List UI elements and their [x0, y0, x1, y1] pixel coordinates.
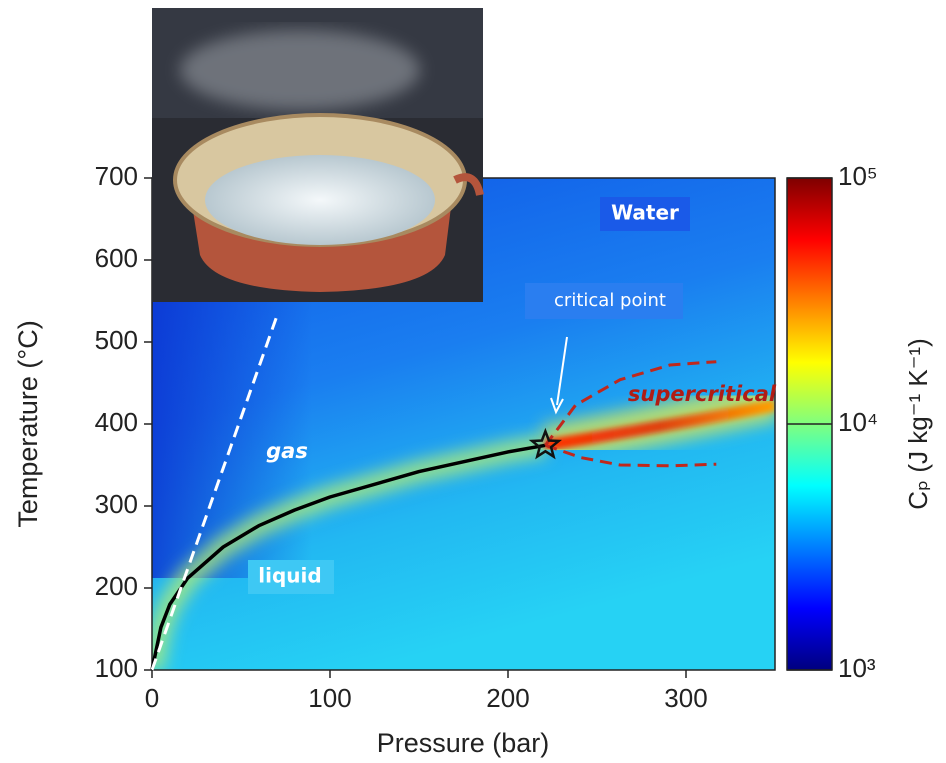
colorbar-title: Cₚ (J kg⁻¹ K⁻¹) — [903, 338, 933, 509]
annotation: supercritical — [628, 382, 777, 406]
annotation: gas — [266, 439, 308, 463]
x-tick-label: 200 — [486, 683, 529, 713]
x-tick-label: 300 — [664, 683, 707, 713]
y-tick-label: 500 — [95, 325, 138, 355]
annotation: Water — [611, 201, 679, 225]
ridge-core — [544, 399, 775, 452]
y-axis-title: Temperature (°C) — [13, 320, 43, 527]
steam — [180, 30, 420, 110]
y-tick-label: 100 — [95, 653, 138, 683]
arrow-head — [550, 397, 564, 415]
y-tick-label: 200 — [95, 571, 138, 601]
series-line — [150, 311, 280, 671]
boiling-water — [205, 155, 435, 245]
y-tick-label: 700 — [95, 161, 138, 191]
label-box — [525, 283, 683, 319]
x-axis-title: Pressure (bar) — [377, 728, 550, 758]
arrow-line — [556, 336, 568, 406]
series-line — [544, 443, 717, 468]
ridge-layer — [541, 380, 775, 466]
y-tick-label: 600 — [95, 243, 138, 273]
critical-point — [528, 427, 563, 460]
x-tick-label: 100 — [308, 683, 351, 713]
y-tick-label: 400 — [95, 407, 138, 437]
pot-handle — [453, 173, 484, 196]
series-line — [150, 443, 546, 671]
lines — [150, 311, 717, 671]
label-box — [600, 197, 690, 231]
x-tick-label: 0 — [145, 683, 159, 713]
colorbar-tick-label: 10⁵ — [838, 161, 878, 191]
y-tick-label: 300 — [95, 489, 138, 519]
colorbar-tick-label: 10⁴ — [838, 407, 878, 437]
colorbar-tick-label: 10³ — [838, 653, 876, 683]
annotation: critical point — [554, 290, 666, 311]
series-line — [544, 360, 717, 447]
photo-inset — [152, 8, 484, 302]
annotation: liquid — [258, 564, 321, 588]
label-box — [248, 560, 334, 594]
